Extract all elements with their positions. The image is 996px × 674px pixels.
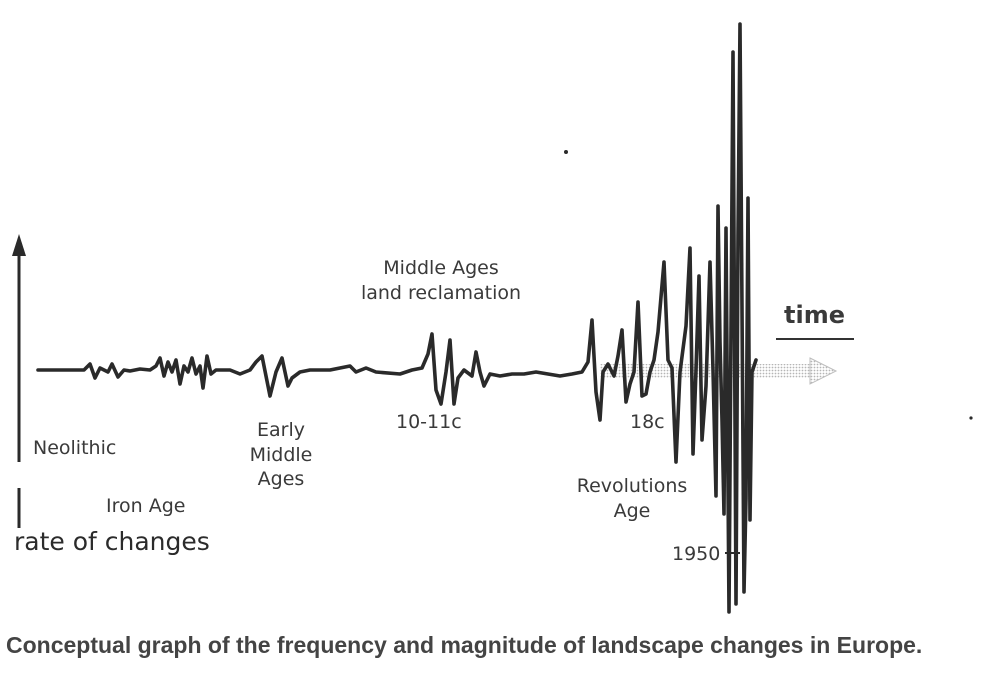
label-early-middle-ages: Early Middle Ages (238, 418, 324, 492)
label-revolutions-age: Revolutions Age (566, 474, 698, 523)
label-early-middle-ages-line-1: Early (257, 419, 305, 441)
rate-axis (12, 234, 26, 528)
diagram-caption: Conceptual graph of the frequency and ma… (6, 632, 923, 658)
label-iron-age: Iron Age (106, 495, 186, 517)
label-revolutions: Revolutions (576, 475, 688, 497)
label-age: Age (613, 499, 651, 522)
label-middle-ages-reclamation: Middle Ages land reclamation (346, 256, 536, 305)
label-time: time (784, 301, 845, 329)
label-10-11c: 10-11c (396, 411, 462, 433)
rate-axis-arrowhead (12, 234, 26, 256)
label-1950: 1950 (672, 543, 721, 565)
label-early-middle-ages-line-2: Middle (249, 443, 313, 466)
label-18c: 18c (630, 411, 665, 433)
time-underline (776, 338, 854, 340)
label-early-middle-ages-line-3: Ages (257, 468, 305, 491)
change-signal-line (36, 22, 758, 614)
speck-1 (564, 150, 568, 154)
speck-2 (969, 416, 973, 420)
label-middle-ages: Middle Ages (383, 257, 499, 279)
label-land-reclamation: land reclamation (360, 281, 522, 304)
label-rate-of-changes: rate of changes (14, 527, 210, 556)
label-neolithic: Neolithic (33, 437, 117, 459)
time-arrow-head (809, 357, 838, 385)
